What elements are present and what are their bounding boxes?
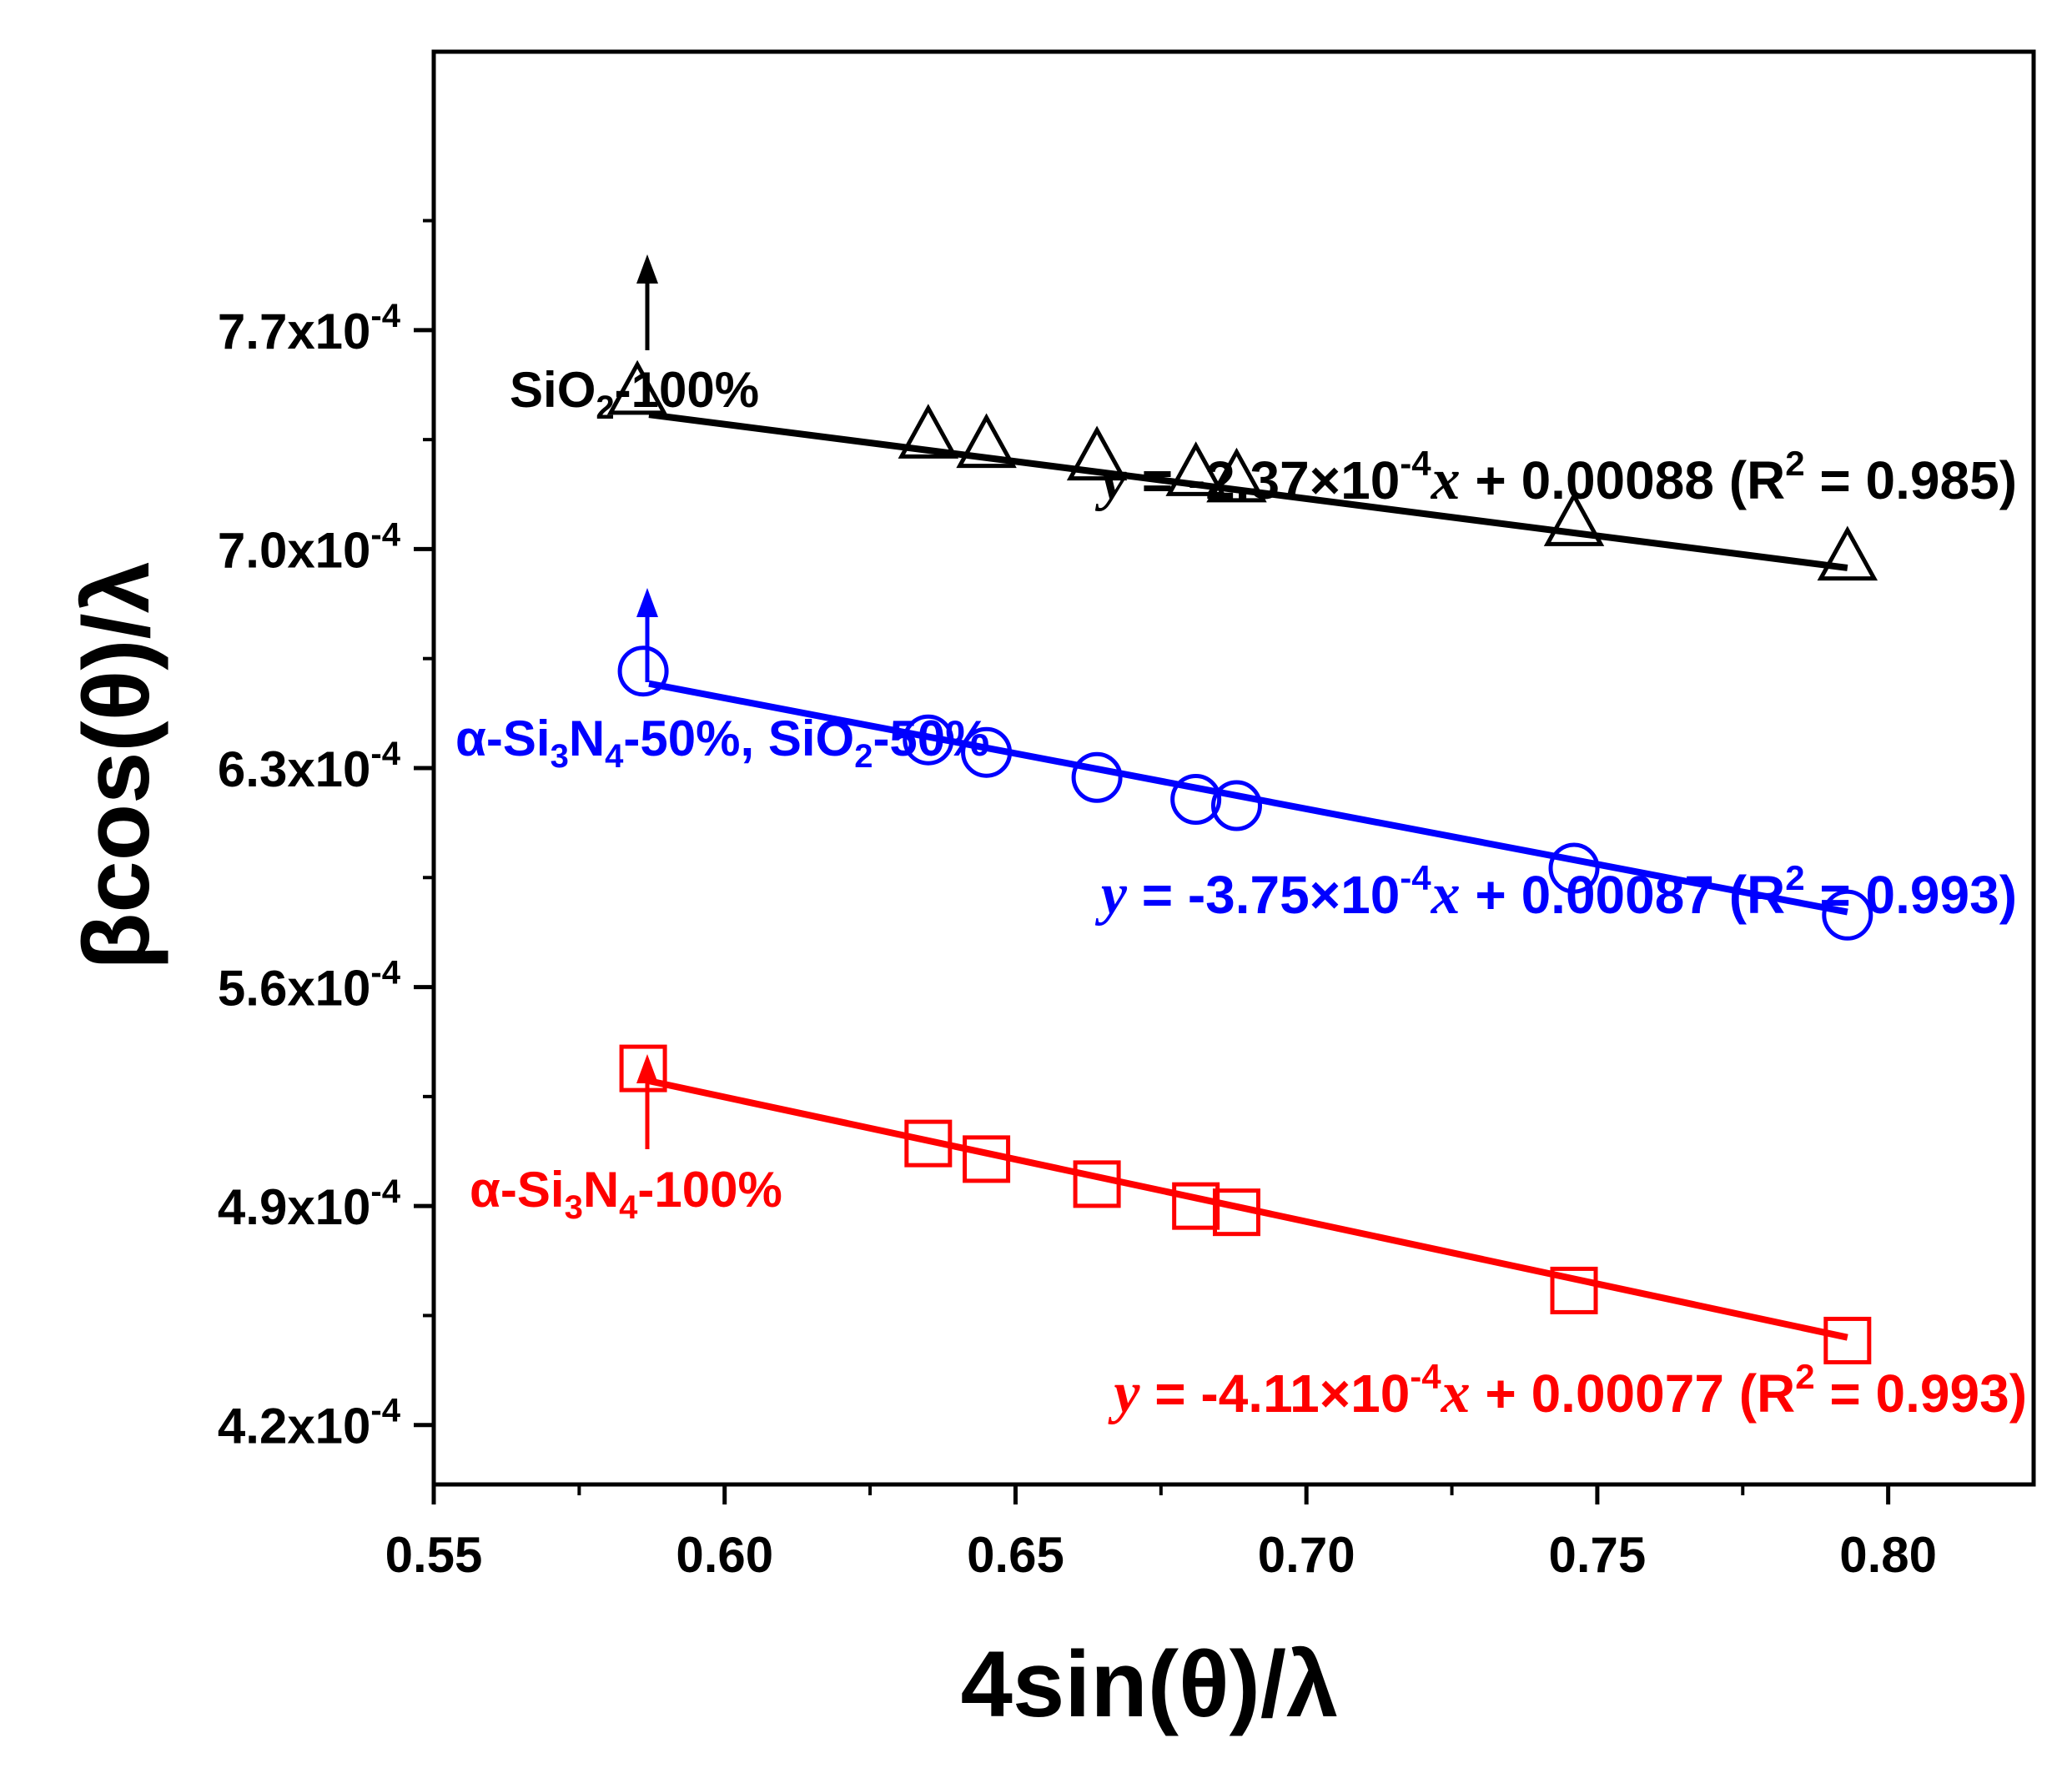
y-tick-label: 6.3x10-4 bbox=[218, 736, 401, 797]
arrow-sio2 bbox=[636, 254, 658, 350]
data-point bbox=[1066, 425, 1128, 481]
data-point bbox=[961, 726, 1013, 778]
data-point bbox=[1165, 441, 1226, 496]
y-axis-title: βcos(θ)/λ bbox=[64, 561, 168, 970]
data-point bbox=[904, 1119, 953, 1168]
x-tick-label: 0.55 bbox=[385, 1527, 483, 1583]
y-tick-label: 4.2x10-4 bbox=[218, 1393, 401, 1454]
data-point bbox=[963, 1135, 1011, 1183]
y-tick-label: 5.6x10-4 bbox=[218, 955, 401, 1017]
data-point bbox=[606, 359, 668, 415]
arrow-si3n4 bbox=[636, 1054, 658, 1149]
x-tick-label: 0.60 bbox=[676, 1527, 773, 1583]
y-axis-ticks: 4.2x10-4 4.9x10-4 5.6x10-4 6.3x10-4 7.0x10-4… bbox=[218, 218, 434, 1454]
y-tick-label: 4.9x10-4 bbox=[218, 1173, 401, 1235]
x-tick-label: 0.75 bbox=[1549, 1527, 1647, 1583]
data-point bbox=[898, 404, 959, 459]
y-tick-label: 7.0x10-4 bbox=[218, 516, 401, 578]
fit-equation-sio2: y = -2.37×10-4x + 0.00088 (R2 = 0.985) bbox=[1095, 444, 2017, 512]
data-point bbox=[1210, 780, 1262, 831]
data-point bbox=[1823, 1316, 1872, 1364]
data-point bbox=[1170, 774, 1222, 826]
data-point bbox=[1548, 842, 1600, 894]
fit-line bbox=[648, 411, 1848, 571]
y-tick-label: 7.7x10-4 bbox=[218, 298, 401, 359]
data-point bbox=[1206, 447, 1267, 503]
fit-lines bbox=[648, 411, 1848, 1341]
series-label-sio2: SiO2-100% bbox=[510, 362, 759, 426]
data-point bbox=[1073, 1160, 1121, 1208]
fit-equation-mixed: y = -3.75×10-4x + 0.00087 (R2 = 0.993) bbox=[1095, 858, 2017, 927]
data-point bbox=[1543, 491, 1605, 546]
data-point bbox=[903, 714, 954, 766]
series-label-mixed: α-Si3N4-50%, SiO2-50% bbox=[455, 711, 990, 775]
x-tick-label: 0.70 bbox=[1258, 1527, 1355, 1583]
arrow-mixed bbox=[636, 588, 658, 682]
data-markers bbox=[606, 359, 1878, 1364]
x-tick-label: 0.65 bbox=[967, 1527, 1064, 1583]
data-point bbox=[1822, 889, 1873, 941]
data-point bbox=[619, 1044, 667, 1092]
x-tick-label: 0.80 bbox=[1839, 1527, 1937, 1583]
series-label-si3n4: α-Si3N4-100% bbox=[470, 1162, 782, 1226]
data-point bbox=[617, 645, 669, 697]
fit-line bbox=[648, 680, 1848, 916]
x-axis-title: 4sin(θ)/λ bbox=[961, 1632, 1339, 1736]
fit-equation-si3n4: y = -4.11×10-4x + 0.00077 (R2 = 0.993) bbox=[1108, 1357, 2027, 1425]
data-point bbox=[1172, 1182, 1220, 1230]
data-point bbox=[1550, 1266, 1598, 1314]
data-point bbox=[1071, 751, 1123, 803]
data-point bbox=[1212, 1188, 1260, 1237]
fit-line bbox=[648, 1077, 1848, 1341]
data-point bbox=[1817, 525, 1878, 581]
x-axis-ticks: 0.55 0.60 0.65 0.70 0.75 0.80 bbox=[385, 1484, 1937, 1583]
plot-frame bbox=[431, 49, 2036, 1487]
data-point bbox=[956, 413, 1017, 469]
